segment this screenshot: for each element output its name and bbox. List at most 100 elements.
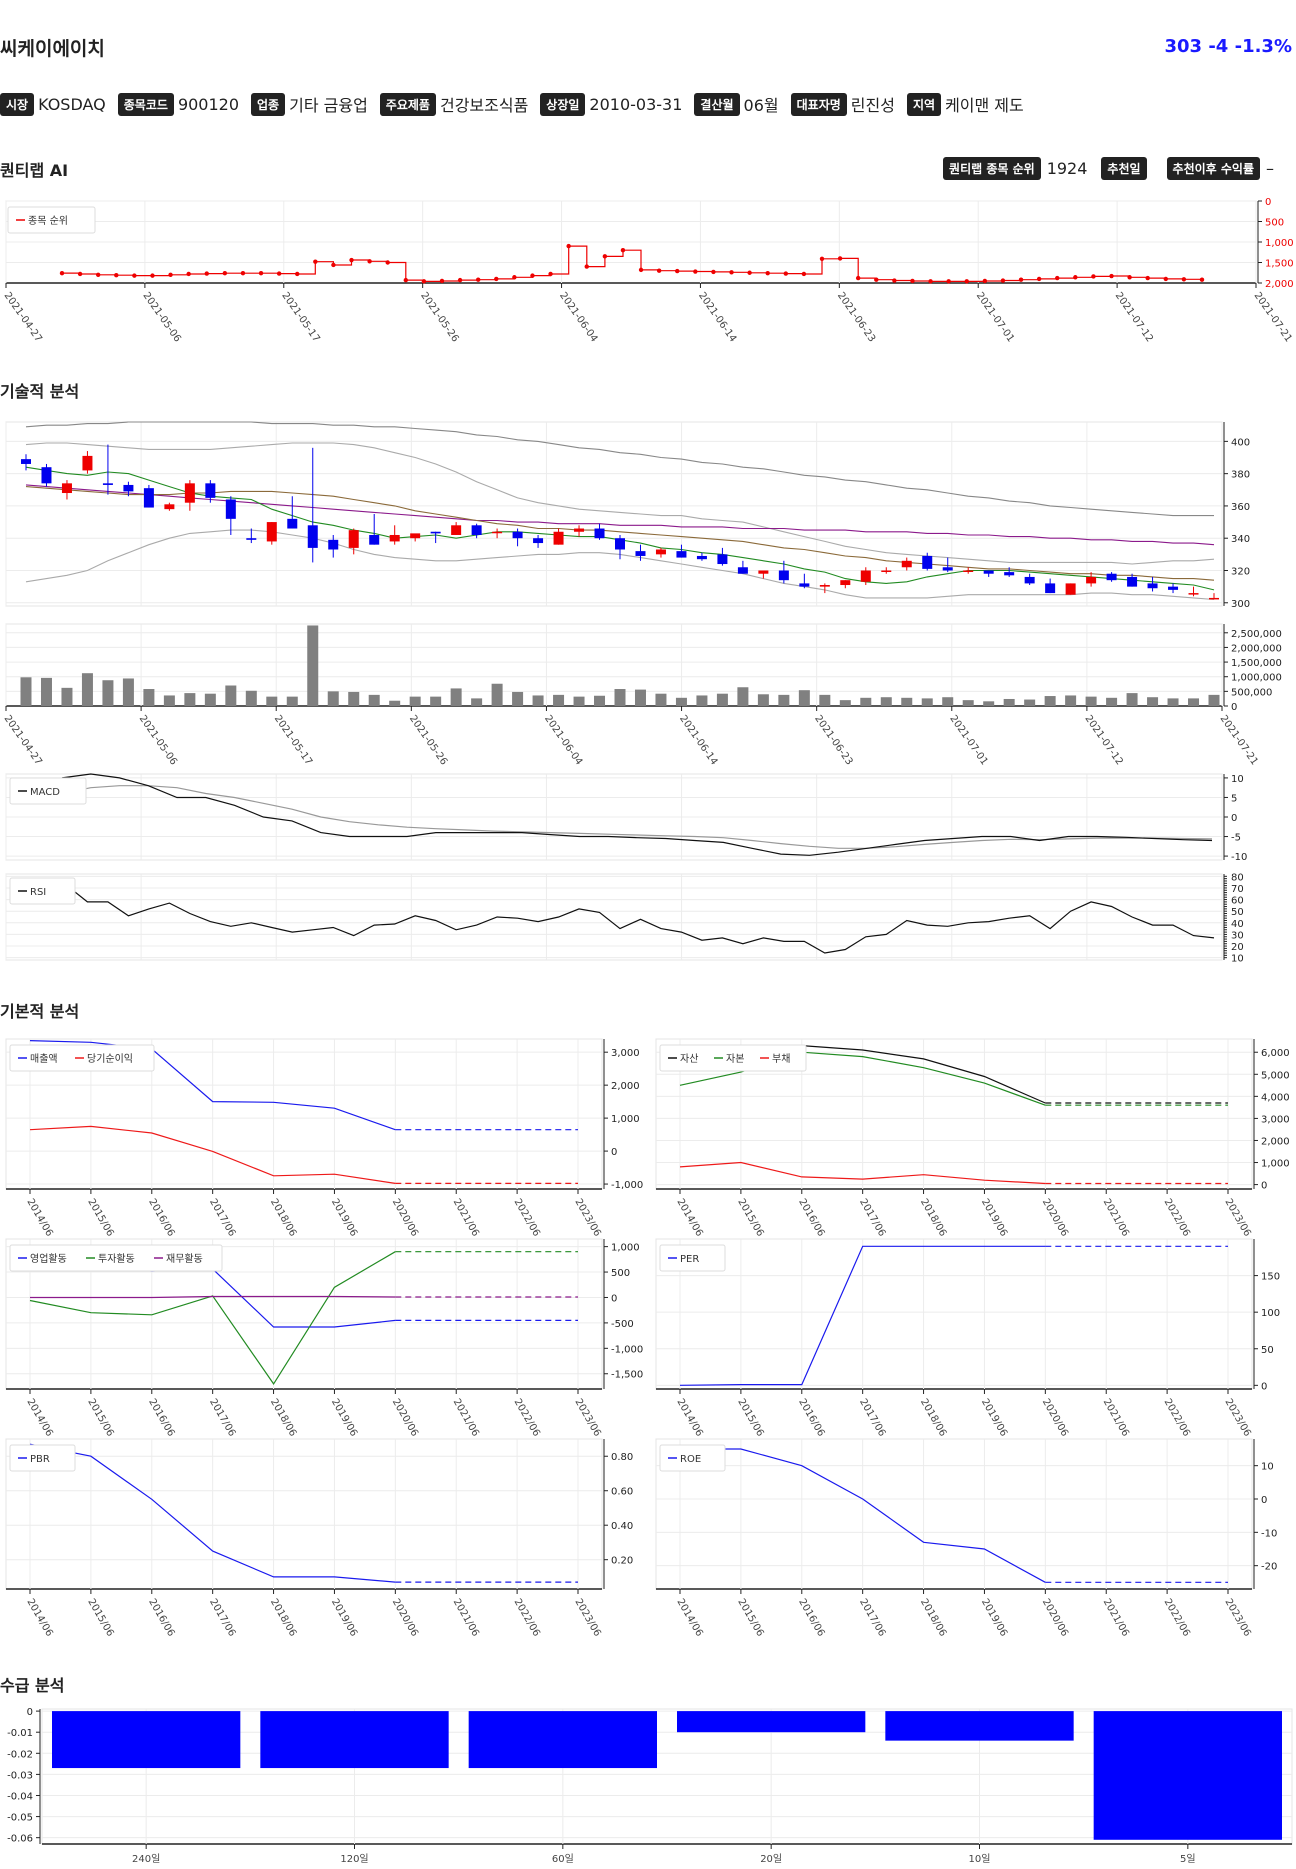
x-tick-label: 2021-04-27	[2, 290, 44, 344]
x-tick-label: 2021-07-21	[1252, 290, 1294, 344]
x-tick-label: 2015/06	[85, 1597, 115, 1638]
y-tick-label: 1,500,000	[1231, 658, 1282, 669]
supply-bar	[52, 1711, 241, 1769]
series-line	[29, 1443, 396, 1583]
x-tick-label: 2021-04-27	[2, 713, 44, 767]
rank-value: 1924	[1046, 159, 1088, 178]
y-tick-label: 400	[1231, 437, 1250, 448]
rank-point	[77, 271, 83, 277]
info-label: 결산월	[694, 92, 740, 116]
candle-body	[1024, 576, 1035, 584]
candle-body	[266, 522, 277, 542]
ma60-line	[25, 484, 1215, 546]
x-tick-label: 2023/06	[572, 1197, 602, 1238]
y-tick-label: 10	[1231, 954, 1244, 965]
x-tick-label: 2021-07-12	[1113, 290, 1155, 344]
x-tick-label: 2021/06	[1101, 1597, 1131, 1638]
ma20-line	[25, 486, 1215, 581]
sales-income-chart: -1,000 0 1,000 2,000 3,000 2014/06 2015/06 2016…	[5, 1038, 643, 1238]
x-tick-label: 2015/06	[735, 1597, 765, 1638]
x-tick-label: 2019/06	[329, 1197, 359, 1238]
y-tick-label: 0	[1265, 197, 1271, 208]
volume-bar	[942, 697, 954, 706]
volume-bar	[368, 694, 380, 706]
info-ceo: 대표자명 린진성	[790, 92, 895, 116]
rank-point	[494, 276, 499, 282]
x-tick-label: 2023/06	[572, 1597, 602, 1638]
rank-point	[819, 256, 825, 262]
volume-bar	[901, 697, 913, 706]
y-tick-label: 2,000	[1261, 1136, 1290, 1147]
candle-body	[778, 570, 789, 581]
y-tick-label: 300	[1231, 599, 1250, 610]
x-tick-label: 2016/06	[796, 1397, 826, 1438]
legend-label: 투자활동	[98, 1252, 135, 1265]
volume-bar	[1106, 697, 1118, 706]
balance-sheet-chart: 0 1,000 2,000 3,000 4,000 5,000 6,000 2014/06 20…	[655, 1038, 1290, 1238]
info-label: 주요제품	[379, 92, 436, 116]
x-tick-label: 2020/06	[1040, 1197, 1070, 1238]
x-tick-label: 2022/06	[512, 1197, 542, 1238]
volume-bar	[1167, 698, 1179, 706]
x-tick-label: 2019/06	[979, 1597, 1009, 1638]
candle-body	[901, 560, 912, 568]
candle-body	[799, 583, 810, 587]
x-tick-label: 2021-05-17	[279, 290, 321, 344]
x-tick-label: 2019/06	[979, 1197, 1009, 1238]
price-change: -4	[1208, 36, 1229, 57]
y-tick-label: 500,000	[1231, 687, 1272, 698]
candle-body	[655, 549, 666, 555]
volume-bar	[716, 693, 728, 706]
info-label: 업종	[251, 92, 286, 116]
volume-bar	[962, 700, 974, 706]
rank-point	[204, 271, 209, 276]
legend-label: ROE	[680, 1454, 701, 1465]
candle-body	[287, 518, 298, 529]
x-tick-label: 2020/06	[1040, 1597, 1070, 1638]
rank-point	[1127, 275, 1132, 280]
candle-body	[41, 467, 52, 484]
x-tick-label: 2023/06	[1222, 1197, 1252, 1238]
candle-body	[1147, 583, 1158, 589]
volume-bar	[737, 687, 749, 706]
candle-body	[717, 554, 728, 565]
rank-point	[602, 254, 608, 259]
y-tick-label: -1,500	[611, 1370, 643, 1381]
legend-box	[9, 1244, 223, 1272]
x-tick-label: 20일	[760, 1853, 782, 1865]
info-industry: 업종 기타 금융업	[251, 92, 368, 116]
y-tick-label: 50	[1231, 907, 1244, 918]
rank-point	[295, 271, 300, 277]
candle-body	[21, 459, 31, 464]
volume-bar	[1085, 696, 1097, 706]
legend-label: 종목 순위	[28, 214, 68, 227]
x-tick-label: 2022/06	[512, 1397, 542, 1438]
rank-point	[276, 271, 282, 276]
x-tick-label: 2015/06	[85, 1397, 115, 1438]
candle-body	[205, 483, 216, 498]
y-tick-label: 30	[1231, 930, 1244, 941]
bollinger-upper-line	[25, 442, 1215, 565]
volume-bar	[1065, 695, 1077, 706]
x-tick-label: 2017/06	[207, 1397, 237, 1438]
y-tick-label: 1,000,000	[1231, 673, 1282, 684]
legend-label: 당기순이익	[87, 1053, 133, 1065]
candle-body	[942, 567, 953, 571]
rank-point	[512, 275, 517, 280]
cash-flow-chart: -1,500 -1,000 -500 0 500 1,000 2014/06 2015/06 2…	[5, 1238, 643, 1438]
volume-bar	[81, 673, 93, 706]
rank-point	[1109, 273, 1114, 279]
volume-bar	[122, 678, 134, 706]
x-tick-label: 2022/06	[512, 1597, 542, 1638]
rec-date-label: 추천일	[1101, 157, 1147, 180]
supply-bar	[260, 1711, 449, 1769]
info-label: 상장일	[540, 92, 586, 116]
volume-bar	[798, 690, 810, 706]
series-line	[679, 1161, 1046, 1185]
candle-body	[1045, 583, 1056, 594]
x-tick-label: 2016/06	[146, 1597, 176, 1638]
y-tick-label: -20	[1261, 1562, 1277, 1573]
rank-point	[1091, 274, 1096, 279]
x-tick-label: 2021/06	[451, 1197, 481, 1238]
info-fiscal-month: 결산월 06월	[694, 92, 779, 116]
